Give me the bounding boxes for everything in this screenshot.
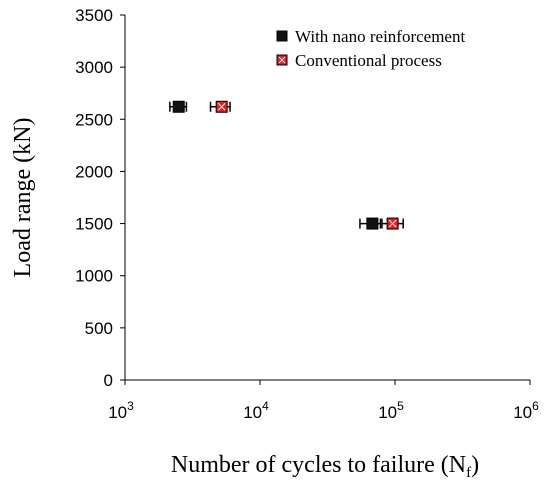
- axes: [124, 15, 530, 381]
- y-tick-label: 1500: [75, 215, 113, 234]
- y-ticks: 0 500 1000 1500 2000 2500 3000 3500: [75, 6, 125, 390]
- data-point: [366, 217, 379, 230]
- x-axis-title: Number of cycles to failure (Nf): [171, 452, 479, 481]
- x-axis-title-main: Number of cycles to failure (N: [171, 452, 466, 478]
- y-tick-label: 2000: [75, 162, 113, 181]
- data-point-cross: [217, 102, 226, 111]
- legend-label: With nano reinforcement: [295, 27, 465, 46]
- y-axis-title: Load range (kN): [10, 118, 36, 278]
- x-tick-label: 104: [243, 399, 269, 422]
- y-tick-label: 0: [104, 371, 113, 390]
- x-tick-base: 10: [108, 403, 127, 422]
- y-tick-label: 1000: [75, 267, 113, 286]
- x-axis-title-close: ): [471, 452, 479, 478]
- x-tick-exponent: 6: [532, 399, 539, 413]
- legend-marker: [276, 30, 288, 42]
- x-tick-exponent: 4: [262, 399, 269, 413]
- x-tick-exponent: 5: [397, 399, 404, 413]
- data-point: [172, 100, 185, 113]
- y-tick-label: 3000: [75, 58, 113, 77]
- data-point-cross: [388, 219, 397, 228]
- x-tick-exponent: 3: [127, 399, 134, 413]
- x-tick-label: 105: [378, 399, 404, 422]
- y-tick-label: 500: [85, 319, 113, 338]
- series-1: [169, 100, 382, 230]
- x-tick-base: 10: [378, 403, 397, 422]
- x-tick-base: 10: [513, 403, 532, 422]
- x-ticks: 103 104 105 106: [108, 380, 539, 422]
- x-tick-label: 103: [108, 399, 134, 422]
- legend-item-1: With nano reinforcement: [276, 27, 465, 46]
- legend: With nano reinforcement Conventional proc…: [276, 27, 465, 70]
- legend-item-2: Conventional process: [276, 51, 442, 70]
- x-tick-label: 106: [513, 399, 539, 422]
- series-2: [209, 100, 404, 230]
- legend-label: Conventional process: [295, 51, 442, 70]
- x-tick-base: 10: [243, 403, 262, 422]
- y-tick-label: 2500: [75, 110, 113, 129]
- y-tick-label: 3500: [75, 6, 113, 25]
- x-axis-title-subscript: f: [466, 465, 471, 481]
- legend-marker-cross: [278, 56, 286, 64]
- plot-series: [169, 100, 404, 230]
